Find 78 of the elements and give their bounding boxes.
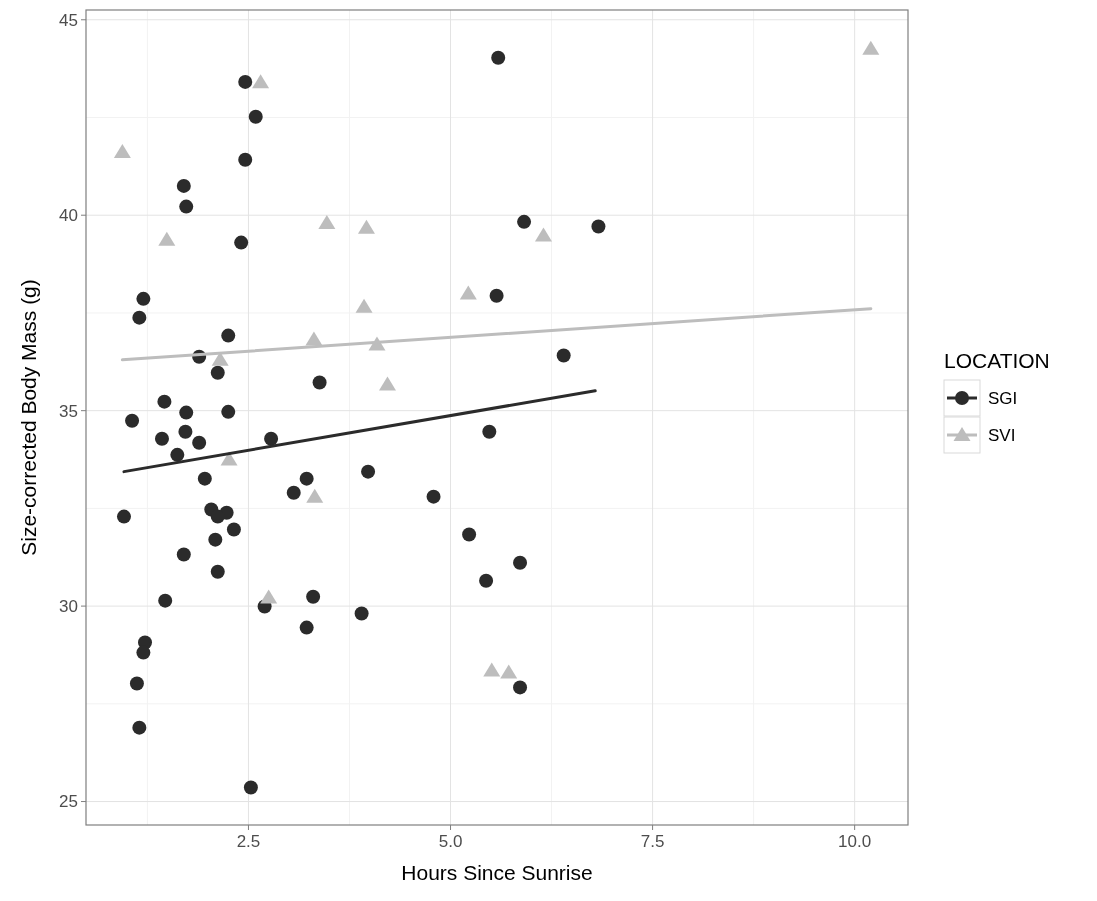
legend-label: SVI — [988, 425, 1016, 445]
point — [306, 589, 321, 604]
point — [286, 485, 301, 500]
point — [318, 215, 336, 230]
point — [357, 219, 375, 234]
point — [113, 143, 131, 158]
point — [208, 532, 223, 547]
point — [210, 509, 225, 524]
point — [513, 555, 528, 570]
point — [179, 199, 194, 214]
point — [226, 522, 241, 537]
x-tick-label: 7.5 — [640, 832, 665, 851]
point — [158, 593, 173, 608]
point — [252, 74, 270, 89]
point — [197, 471, 212, 486]
x-tick-label: 5.0 — [438, 832, 463, 851]
point — [491, 50, 506, 65]
point — [426, 489, 441, 504]
point — [136, 645, 151, 660]
x-tick-label: 10.0 — [838, 832, 872, 851]
point — [170, 447, 185, 462]
point — [238, 152, 253, 167]
point — [260, 589, 278, 604]
point — [129, 676, 144, 691]
point — [299, 471, 314, 486]
y-tick-label: 30 — [59, 597, 78, 617]
point — [154, 431, 169, 446]
point — [482, 424, 497, 439]
point — [157, 394, 172, 409]
point — [221, 328, 236, 343]
point — [132, 310, 147, 325]
point — [305, 331, 323, 346]
point — [517, 214, 532, 229]
point — [238, 74, 253, 89]
point — [462, 527, 477, 542]
point — [489, 288, 504, 303]
point — [355, 298, 373, 313]
point — [125, 413, 140, 428]
point — [591, 219, 606, 234]
x-axis-title: Hours Since Sunrise — [401, 861, 593, 884]
y-axis-title: Size-corrected Body Mass (g) — [17, 279, 40, 556]
legend-title: LOCATION — [944, 349, 1050, 372]
point — [176, 178, 191, 193]
point — [116, 509, 131, 524]
point — [264, 431, 279, 446]
point — [176, 547, 191, 562]
point — [306, 488, 324, 503]
point — [354, 606, 369, 621]
point — [479, 573, 494, 588]
y-tick-label: 40 — [59, 206, 78, 226]
point — [534, 227, 552, 242]
y-tick-label: 45 — [59, 10, 78, 30]
point — [179, 405, 194, 420]
point — [299, 620, 314, 635]
y-tick-label: 25 — [59, 792, 78, 812]
y-tick-label: 35 — [59, 401, 78, 421]
point — [248, 109, 263, 124]
point — [136, 291, 151, 306]
point — [221, 404, 236, 419]
point — [234, 235, 249, 250]
point — [210, 564, 225, 579]
point — [132, 720, 147, 735]
point — [312, 375, 327, 390]
point — [192, 435, 207, 450]
point — [556, 348, 571, 363]
x-tick-label: 2.5 — [236, 832, 261, 851]
point — [378, 376, 396, 391]
legend-label: SGI — [988, 388, 1018, 408]
point — [459, 285, 477, 300]
point — [500, 664, 518, 679]
point — [158, 231, 176, 246]
point — [243, 780, 258, 795]
point — [178, 424, 193, 439]
point — [210, 365, 225, 380]
point — [862, 40, 880, 55]
point — [361, 464, 376, 479]
point — [513, 680, 528, 695]
point — [483, 662, 501, 677]
